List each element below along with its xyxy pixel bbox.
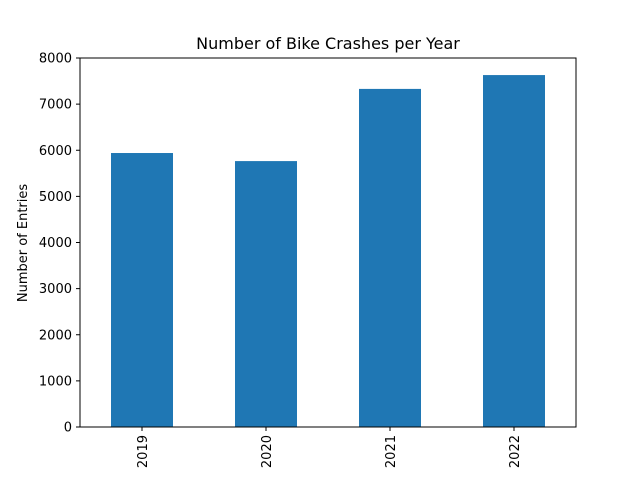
plot-area: 0 1000 2000 3000 4000 5000 6000 7000 8000 2019 202… — [39, 52, 545, 468]
axes-frame — [79, 57, 577, 428]
y-tick-label: 1000 — [39, 374, 72, 389]
x-tick-label: 2020 — [260, 435, 275, 468]
bar — [235, 161, 297, 428]
x-tick-label: 2022 — [508, 435, 523, 468]
bar — [359, 88, 421, 427]
y-tick-label: 2000 — [39, 328, 72, 343]
y-tick-label: 6000 — [39, 144, 72, 159]
y-tick-label: 8000 — [39, 52, 72, 67]
bar — [483, 75, 545, 427]
y-tick-label: 5000 — [39, 190, 72, 205]
x-tick-label: 2021 — [384, 435, 399, 468]
chart-title: Number of Bike Crashes per Year — [196, 34, 460, 53]
x-tick-label: 2019 — [136, 435, 151, 468]
bar — [111, 153, 173, 427]
y-axis-label: Number of Entries — [16, 184, 31, 303]
y-tick-label: 0 — [64, 421, 72, 436]
y-tick-label: 4000 — [39, 236, 72, 251]
y-tick-label: 3000 — [39, 282, 72, 297]
y-tick-label: 7000 — [39, 98, 72, 113]
